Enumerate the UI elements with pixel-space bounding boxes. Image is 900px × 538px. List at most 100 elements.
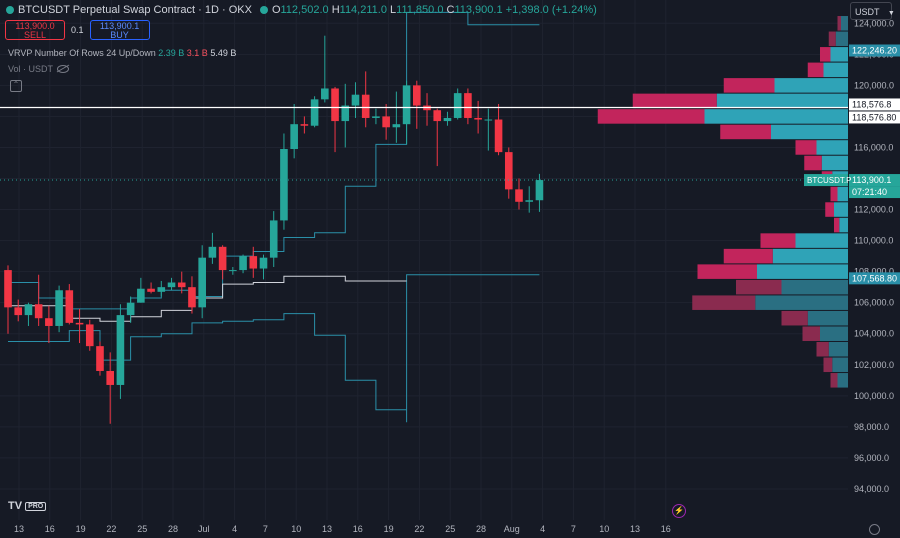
ohlc-values: O112,502.0 H114,211.0 L111,850.0 C113,90… [271,4,597,16]
volume-bar-down [720,124,771,140]
price-lines [0,106,848,181]
volume-bar-down [760,233,796,248]
volume-bar-down [834,217,840,233]
mid-band-line [8,275,407,322]
price-label: 122,246.20 [852,46,897,56]
date-tick-label: 4 [232,524,237,534]
date-tick-label: 4 [540,524,545,534]
candle-body [218,246,227,271]
price-tick-label: 124,000.0 [854,18,894,28]
candle-body [137,288,145,303]
volume-bar-down [632,93,717,109]
candle-body [14,307,23,316]
price-label-bg [849,111,900,124]
date-tick-label: 7 [571,524,576,534]
date-tick-label: 7 [263,524,268,534]
candle-body [382,116,390,128]
date-tick-label: 22 [414,524,424,534]
lower-band-line [8,274,540,423]
date-tick-label: 28 [476,524,486,534]
price-axis[interactable]: 94,000.0 96,000.0 98,000.0 100,000.0 102,000… [854,18,894,494]
candle-body [55,290,63,326]
candle-body [65,290,74,323]
volume-bar-up [828,341,848,357]
candle-body [96,346,104,371]
candle-body [321,88,329,100]
date-tick-label: 16 [45,524,55,534]
candle-body [331,88,339,122]
date-tick-label: 25 [137,524,147,534]
quantity-value[interactable]: 0.1 [71,25,84,35]
candle-body [361,94,370,118]
volume-bar-up [837,373,848,388]
candle-body [45,318,53,326]
candle-body [504,152,513,190]
price-tick-label: 96,000.0 [854,453,889,463]
date-tick-label: 10 [599,524,609,534]
symbol-legend[interactable]: BTCUSDT Perpetual Swap Contract · 1D · O… [6,4,597,16]
candle-body [147,288,155,292]
candle-body [198,257,206,308]
candle-body [177,282,186,288]
lightning-icon[interactable]: ⚡ [672,504,686,518]
volume-bar-down [804,155,822,171]
candle-body [75,322,84,325]
candle-body [535,180,544,201]
candle-body [484,119,493,121]
volume-bar-down [830,186,838,202]
candlesticks [4,35,544,424]
collapse-caret-icon[interactable]: ⌃ [10,80,22,92]
trade-panel: 113,900.0 SELL 0.1 113,900.1 BUY [5,20,150,40]
volume-bar-up [835,31,848,47]
tradingview-logo[interactable]: TV PRO [8,500,47,512]
volume-legend[interactable]: Vol · USDT [8,64,70,74]
symbol-tag: BTCUSDT.P [807,176,851,185]
volume-bar-down [781,310,808,326]
time-axis[interactable]: 13 16 19 22 25 28 Jul 4 7 10 13 16 19 22 25 28 Aug 4 7 10 13… [14,524,671,534]
symbol-title[interactable]: BTCUSDT Perpetual Swap Contract · 1D · O… [18,4,252,16]
volume-bar-up [837,186,848,202]
buy-button[interactable]: 113,900.1 BUY [89,20,150,40]
date-tick-label: Jul [198,524,210,534]
candle-body [106,370,114,385]
volume-bar-up [781,279,848,295]
chevron-down-icon: ▼ [887,10,895,17]
volume-bar-down [802,326,820,341]
candle-body [392,124,401,128]
price-tick-label: 106,000.0 [854,298,894,308]
gear-icon[interactable] [869,524,880,535]
volume-bar-up [807,310,848,326]
candle-body [167,282,176,288]
candle-body [474,117,482,120]
crossed-eye-icon[interactable] [57,65,70,73]
candle-body [34,304,43,319]
candle-body [208,246,217,258]
price-tick-label: 98,000.0 [854,422,889,432]
volume-bar-down [795,140,817,155]
date-tick-label: 13 [630,524,640,534]
candle-body [116,315,125,385]
vrvp-legend[interactable]: VRVP Number Of Rows 24 Up/Down 2.39 B 3.… [8,48,237,58]
volume-bar-up [834,202,848,217]
currency-select[interactable]: USDT ▼ [850,2,895,20]
date-tick-label: 10 [291,524,301,534]
date-tick-label: 13 [14,524,24,534]
volume-bar-up [820,326,848,341]
candle-body [525,200,534,202]
candle-body [402,85,411,125]
price-tick-label: 102,000.0 [854,360,894,370]
volume-bar-down [816,341,829,357]
volume-bar-up [774,78,848,93]
chart-grid [0,0,848,520]
price-tick-label: 120,000.0 [854,80,894,90]
price-tick-label: 94,000.0 [854,484,889,494]
date-tick-label: 19 [76,524,86,534]
candle-body [4,270,12,308]
volume-bar-up [771,124,848,140]
candle-body [443,117,452,122]
price-label: 118,576.8 [852,99,891,109]
candle-body [290,124,298,150]
sell-button[interactable]: 113,900.0 SELL [5,20,65,40]
volume-bar-up [755,295,848,310]
